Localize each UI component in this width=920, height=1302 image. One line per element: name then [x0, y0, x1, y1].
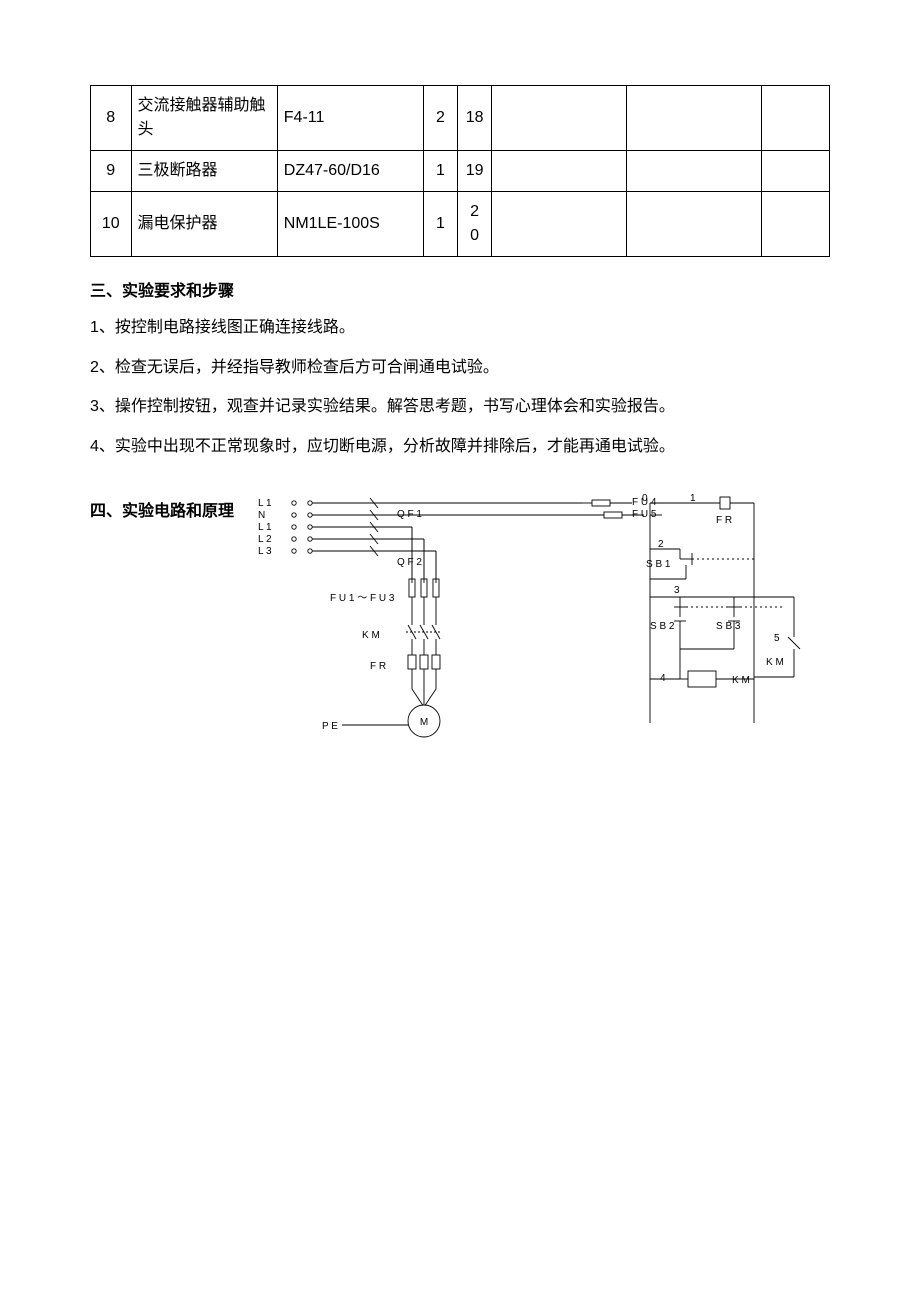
svg-text:F U 1 ～ F U 3: F U 1 ～ F U 3 — [330, 593, 395, 604]
svg-text:S B 1: S B 1 — [646, 559, 671, 570]
svg-text:L 1: L 1 — [258, 522, 272, 533]
svg-text:0: 0 — [642, 493, 648, 504]
table-cell: 1 — [424, 151, 458, 192]
svg-text:Q F 1: Q F 1 — [397, 509, 422, 520]
table-row: 8交流接触器辅助触头F4-11218 — [91, 86, 830, 151]
svg-text:F R: F R — [716, 515, 732, 526]
section3-line: 4、实验中出现不正常现象时，应切断电源，分析故障并排除后，才能再通电试验。 — [90, 434, 830, 460]
table-cell — [762, 151, 830, 192]
svg-text:K M: K M — [732, 675, 750, 686]
table-cell: 8 — [91, 86, 132, 151]
section3-line: 2、检查无误后，并经指导教师检查后方可合闸通电试验。 — [90, 355, 830, 381]
svg-text:P E: P E — [322, 721, 338, 732]
table-cell: 2 0 — [457, 192, 492, 257]
svg-text:L 2: L 2 — [258, 534, 272, 545]
svg-text:F R: F R — [370, 661, 386, 672]
svg-text:S B 2: S B 2 — [650, 621, 675, 632]
svg-text:L 1: L 1 — [258, 498, 272, 509]
section4-title: 四、实验电路和原理 — [90, 493, 234, 521]
svg-text:N: N — [258, 510, 265, 521]
table-cell: 2 — [424, 86, 458, 151]
table-cell: 三极断路器 — [131, 151, 277, 192]
components-table: 8交流接触器辅助触头F4-112189三极断路器DZ47-60/D1611910… — [90, 85, 830, 257]
svg-text:L 3: L 3 — [258, 546, 272, 557]
table-row: 9三极断路器DZ47-60/D16119 — [91, 151, 830, 192]
table-cell: DZ47-60/D16 — [277, 151, 423, 192]
table-cell: 交流接触器辅助触头 — [131, 86, 277, 151]
svg-text:5: 5 — [774, 633, 780, 644]
section3-line: 3、操作控制按钮，观查并记录实验结果。解答思考题，书写心理体会和实验报告。 — [90, 394, 830, 420]
table-cell: 9 — [91, 151, 132, 192]
table-cell — [492, 86, 627, 151]
svg-text:4: 4 — [660, 673, 666, 684]
circuit-diagram: L 1NL 1L 2L 3Q F 1Q F 2F U 1 ～ F U 3K MF… — [234, 493, 830, 763]
svg-text:Q F 2: Q F 2 — [397, 557, 422, 568]
svg-text:K M: K M — [766, 657, 784, 668]
table-cell: NM1LE-100S — [277, 192, 423, 257]
table-cell: 漏电保护器 — [131, 192, 277, 257]
section3-line: 1、按控制电路接线图正确连接线路。 — [90, 315, 830, 341]
svg-text:M: M — [420, 717, 428, 728]
table-cell — [492, 192, 627, 257]
svg-text:3: 3 — [674, 585, 680, 596]
svg-text:S B 3: S B 3 — [716, 621, 741, 632]
table-cell: 10 — [91, 192, 132, 257]
table-cell — [627, 192, 762, 257]
svg-text:1: 1 — [690, 493, 696, 504]
table-cell — [762, 192, 830, 257]
table-cell — [627, 86, 762, 151]
table-cell: F4-11 — [277, 86, 423, 151]
svg-text:2: 2 — [658, 539, 664, 550]
section3-title: 三、实验要求和步骤 — [90, 277, 830, 301]
table-cell — [627, 151, 762, 192]
table-cell — [492, 151, 627, 192]
table-cell: 1 — [424, 192, 458, 257]
table-cell — [762, 86, 830, 151]
table-cell: 19 — [457, 151, 492, 192]
svg-text:K M: K M — [362, 630, 380, 641]
table-row: 10漏电保护器NM1LE-100S12 0 — [91, 192, 830, 257]
svg-text:F U 5: F U 5 — [632, 509, 657, 520]
table-cell: 18 — [457, 86, 492, 151]
